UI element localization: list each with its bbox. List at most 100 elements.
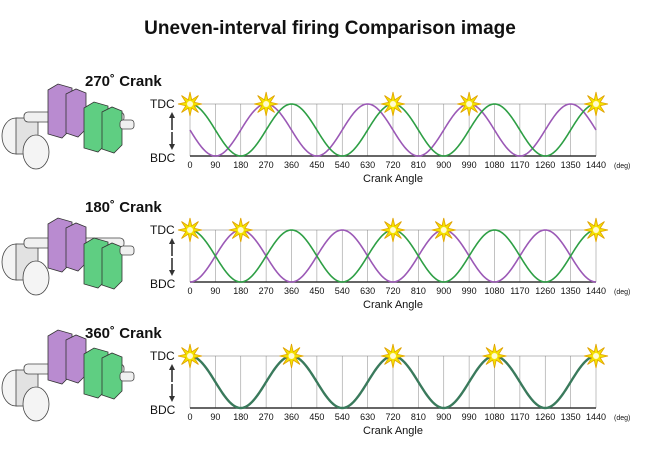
tdc-label: TDC [150,97,175,111]
up-arrow-head-icon [169,364,175,370]
tdc-label: TDC [150,223,175,237]
up-arrow-head-icon [169,238,175,244]
firing-star-core [593,353,599,359]
x-tick-label: 810 [411,286,426,296]
x-tick-label: 1080 [484,286,504,296]
bdc-label: BDC [150,403,176,417]
x-tick-label: 810 [411,160,426,170]
x-tick-label: 270 [259,286,274,296]
x-tick-label: 1170 [510,412,529,422]
shaft-end [119,371,135,382]
firing-star-core [237,227,244,233]
unit-label: (deg) [614,163,630,170]
firing-star-core [187,353,193,359]
page-title: Uneven-interval firing Comparison image [144,18,516,39]
crank-web-purple-2 [65,222,87,272]
tdc-label: TDC [150,349,175,363]
x-tick-label: 1260 [535,160,555,170]
panel-180-crank: 180˚ Crank TDC BDC 0 90 180 270 360 450 540 630 720… [1,199,630,311]
x-tick-label: 0 [187,412,192,422]
shaft-end [119,245,135,256]
firing-star-core [593,227,599,233]
firing-star-core [440,227,447,233]
firing-star-core [390,227,396,233]
piston-2 [22,134,50,170]
crank-web-green-2 [101,106,123,154]
x-tick-label: 540 [335,412,350,422]
unit-label: (deg) [614,289,630,296]
engine-illustration [1,83,135,170]
x-tick-label: 720 [385,412,400,422]
firing-star-core [390,101,396,107]
panel-title: 180˚ Crank [85,199,162,216]
engine-illustration [1,217,135,296]
x-tick-label: 90 [210,412,220,422]
crank-web-purple-2 [65,88,87,138]
up-arrow-head-icon [169,112,175,118]
cylinder-2-series [189,103,597,157]
x-axis-label: Crank Angle [363,425,423,437]
piston-2 [22,260,50,296]
panel-title: 360˚ Crank [85,325,162,342]
x-tick-label: 1350 [561,412,581,422]
x-tick-label: 1440 [586,286,606,296]
firing-star-core [263,101,270,107]
x-tick-label: 630 [360,412,375,422]
crank-web-purple-2 [65,334,87,384]
firing-star-core [390,353,396,359]
piston-2 [22,386,50,422]
shaft-end [119,119,135,130]
x-tick-label: 1080 [484,412,504,422]
panel-270-crank: 270˚ Crank TDC BDC 0 90 180 270 360 450 540 630 720… [1,73,630,185]
x-axis-label: Crank Angle [363,173,423,185]
x-tick-label: 540 [335,286,350,296]
x-tick-label: 990 [462,412,477,422]
x-tick-label: 900 [436,286,451,296]
x-tick-label: 900 [436,412,451,422]
x-tick-label: 1440 [586,412,606,422]
down-arrow-head-icon [169,396,175,402]
x-tick-label: 1170 [510,286,529,296]
panel-360-crank: 360˚ Crank TDC BDC 0 90 180 270 360 450 540 630 720… [1,325,630,437]
engine-illustration [1,329,135,422]
x-tick-label: 1350 [561,286,581,296]
down-arrow-head-icon [169,144,175,150]
x-tick-label: 360 [284,160,299,170]
x-tick-label: 1440 [586,160,606,170]
x-tick-label: 900 [436,160,451,170]
x-tick-label: 1080 [484,160,504,170]
x-tick-label: 0 [187,160,192,170]
x-tick-label: 630 [360,160,375,170]
x-tick-label: 540 [335,160,350,170]
crank-web-green-2 [101,242,123,290]
x-tick-label: 1260 [535,286,555,296]
x-tick-label: 180 [233,286,248,296]
x-tick-label: 1260 [535,412,555,422]
x-tick-label: 1350 [561,160,581,170]
x-tick-label: 450 [309,160,324,170]
x-tick-label: 360 [284,412,299,422]
crank-web-green-2 [101,352,123,400]
firing-star-core [466,101,473,107]
firing-star-core [187,101,193,107]
x-tick-label: 810 [411,412,426,422]
firing-star-core [593,101,599,107]
x-tick-label: 270 [259,412,274,422]
bdc-label: BDC [150,277,176,291]
x-tick-label: 450 [309,286,324,296]
x-tick-label: 990 [462,286,477,296]
x-tick-label: 720 [385,160,400,170]
firing-star-core [288,353,295,359]
x-tick-label: 90 [210,286,220,296]
x-tick-label: 90 [210,160,220,170]
x-tick-label: 180 [233,412,248,422]
down-arrow-head-icon [169,270,175,276]
x-tick-label: 990 [462,160,477,170]
bdc-label: BDC [150,151,176,165]
x-tick-label: 450 [309,412,324,422]
x-tick-label: 180 [233,160,248,170]
x-tick-label: 270 [259,160,274,170]
x-tick-label: 720 [385,286,400,296]
firing-star-core [187,227,193,233]
